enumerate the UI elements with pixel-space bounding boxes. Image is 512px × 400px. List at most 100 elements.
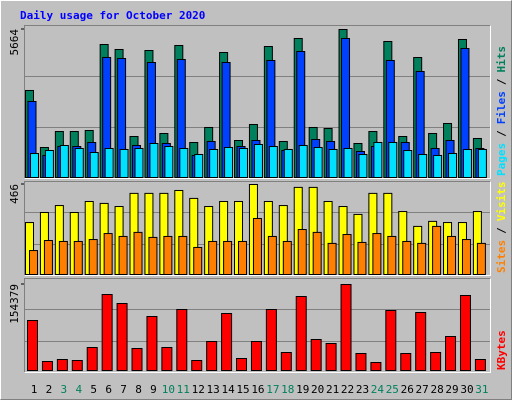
legend-entry: Pages — [495, 143, 508, 176]
bar — [89, 151, 99, 178]
bar — [178, 235, 188, 275]
bar — [372, 233, 382, 276]
bar — [430, 352, 442, 371]
legend: Sites / Visits — [495, 182, 508, 274]
bar — [193, 246, 203, 276]
bar — [103, 233, 113, 276]
bar — [474, 359, 486, 371]
x-tick-label: 18 — [281, 383, 294, 396]
bar — [445, 336, 457, 371]
x-tick-label: 25 — [386, 383, 399, 396]
bar — [118, 235, 128, 275]
panel-bevel — [24, 25, 491, 179]
x-tick-label: 8 — [135, 383, 142, 396]
legend-separator: / — [495, 130, 508, 137]
bar — [417, 242, 427, 275]
bar — [101, 294, 113, 371]
bar — [163, 235, 173, 275]
bar — [224, 147, 234, 178]
bar — [265, 309, 277, 372]
panel-bevel — [24, 278, 491, 373]
x-tick-label: 17 — [266, 383, 279, 396]
legend-entry: KBytes — [495, 330, 508, 370]
y-tick-label: 466 — [8, 184, 21, 204]
x-tick-label: 30 — [460, 383, 473, 396]
bar — [280, 352, 292, 371]
bar — [385, 310, 397, 372]
bar — [43, 240, 53, 276]
bar — [295, 296, 307, 371]
bar — [71, 360, 83, 371]
y-tick-label: 154379 — [8, 284, 21, 324]
bar — [433, 154, 443, 178]
legend: Pages / Files / Hits — [495, 46, 508, 176]
x-tick-label: 16 — [251, 383, 264, 396]
bar — [283, 148, 293, 178]
bar — [104, 147, 114, 178]
bar — [56, 359, 68, 371]
bar — [370, 362, 382, 371]
bar — [74, 147, 84, 178]
bar — [340, 284, 352, 371]
bar — [343, 147, 353, 178]
bar — [86, 347, 98, 372]
legend-entry: Files — [495, 91, 508, 124]
bar — [403, 150, 413, 178]
legend-entry: Visits — [495, 182, 508, 222]
x-tick-label: 21 — [326, 383, 339, 396]
bar — [161, 347, 173, 372]
bar — [250, 341, 262, 371]
bar — [41, 361, 53, 371]
bar — [73, 240, 83, 275]
bar — [164, 146, 174, 178]
x-tick-label: 19 — [296, 383, 309, 396]
legend-separator: / — [495, 227, 508, 234]
bar — [358, 154, 368, 178]
bar — [119, 148, 129, 178]
legend: KBytes — [495, 330, 508, 370]
x-tick-label: 10 — [162, 383, 175, 396]
x-tick-label: 23 — [356, 383, 369, 396]
bar — [355, 353, 367, 371]
bar — [133, 231, 143, 276]
bar — [415, 312, 427, 372]
bar — [176, 309, 188, 372]
bar — [253, 143, 263, 178]
bar — [134, 147, 144, 178]
bar — [402, 240, 412, 275]
bar — [30, 153, 39, 178]
bar — [29, 250, 38, 275]
bar — [223, 240, 233, 275]
bar — [239, 147, 249, 178]
bar — [149, 143, 159, 178]
bar — [325, 343, 337, 372]
bar — [44, 150, 54, 178]
x-tick-label: 4 — [75, 383, 82, 396]
bar — [447, 235, 457, 275]
bar — [148, 236, 158, 276]
bar — [400, 353, 412, 371]
bar — [282, 240, 292, 275]
x-tick-label: 11 — [177, 383, 190, 396]
x-tick-label: 13 — [207, 383, 220, 396]
bar — [388, 141, 398, 178]
bar — [238, 240, 248, 275]
x-tick-label: 24 — [371, 383, 385, 396]
x-tick-label: 20 — [311, 383, 324, 396]
x-tick-label: 2 — [46, 383, 53, 396]
x-tick-label: 29 — [445, 383, 458, 396]
x-tick-label: 6 — [105, 383, 112, 396]
x-tick-label: 1 — [31, 383, 38, 396]
bar — [131, 348, 143, 371]
bar — [448, 153, 458, 178]
bar — [387, 235, 397, 275]
bar — [313, 147, 323, 178]
bar — [191, 360, 203, 371]
bar — [476, 242, 486, 275]
x-tick-label: 15 — [236, 383, 249, 396]
bar — [252, 217, 262, 275]
legend-separator: / — [495, 78, 508, 85]
bar — [206, 341, 218, 371]
